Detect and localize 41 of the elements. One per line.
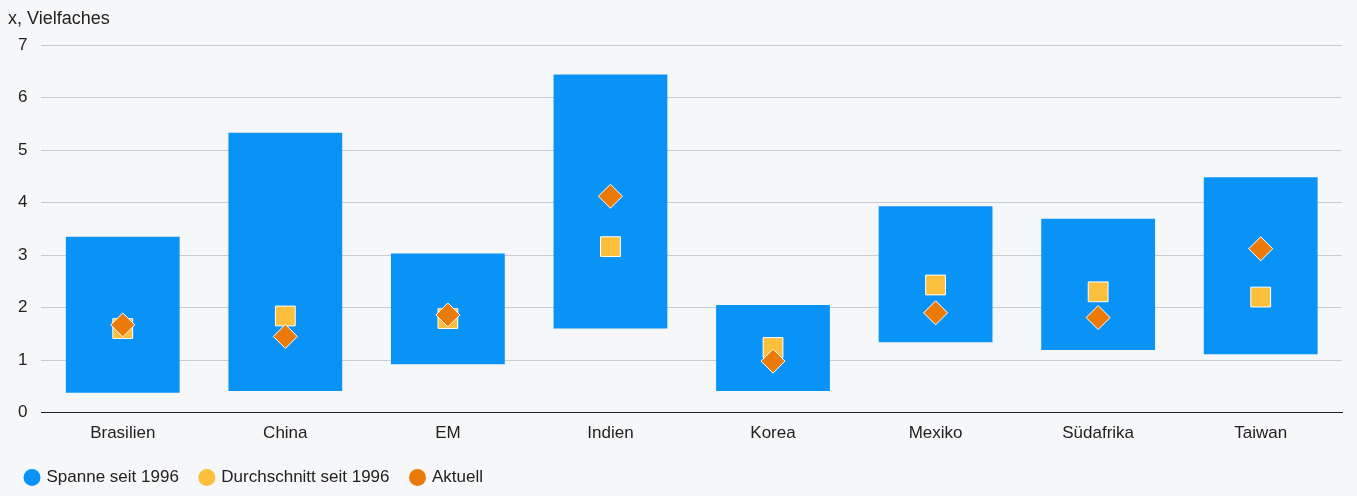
x-tick-label: Taiwan <box>1234 423 1288 443</box>
point <box>110 312 136 338</box>
x-tick-label: Südafrika <box>1062 423 1135 443</box>
x-tick-label: China <box>263 423 309 443</box>
bar <box>390 253 505 365</box>
y-tick-label: 5 <box>17 139 28 159</box>
y-tick-label: 4 <box>17 192 28 212</box>
bar <box>1041 218 1156 351</box>
point <box>925 274 946 296</box>
x-tick-label: EM <box>435 423 461 443</box>
x-tick-label: Mexiko <box>908 423 963 443</box>
point <box>600 236 621 258</box>
point <box>435 302 461 328</box>
point <box>1085 305 1111 331</box>
bar <box>228 132 343 392</box>
x-tick-label: Brasilien <box>90 423 156 443</box>
point <box>760 348 786 374</box>
bar <box>1203 177 1318 355</box>
point <box>1248 236 1274 262</box>
legend-label: Durchschnitt seit 1996 <box>221 467 390 487</box>
point <box>1250 286 1272 308</box>
point <box>923 300 949 326</box>
bar <box>65 236 180 393</box>
point <box>272 323 298 349</box>
legend-label: Aktuell <box>432 467 484 487</box>
legend-label: Spanne seit 1996 <box>46 467 179 487</box>
y-tick-label: 7 <box>17 34 28 54</box>
bar <box>878 206 993 343</box>
point <box>274 305 296 327</box>
point <box>597 183 623 209</box>
y-axis-title: x, Vielfaches <box>8 8 110 29</box>
x-tick-label: Korea <box>750 423 797 443</box>
bar <box>716 304 830 392</box>
x-tick-label: Indien <box>587 423 634 443</box>
y-tick-label: 2 <box>17 297 28 317</box>
point <box>1087 281 1109 303</box>
y-tick-label: 1 <box>17 349 28 369</box>
y-tick-label: 0 <box>17 402 28 422</box>
y-tick-label: 3 <box>17 244 28 264</box>
bar <box>553 74 668 329</box>
y-tick-label: 6 <box>17 87 28 107</box>
